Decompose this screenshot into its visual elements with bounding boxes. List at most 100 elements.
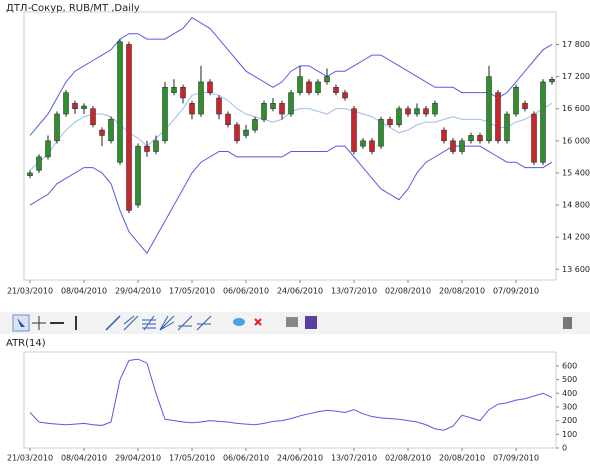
delete-tool[interactable] <box>254 318 262 326</box>
candle-body <box>81 105 87 109</box>
y-tick-label: 300 <box>562 402 577 411</box>
chart-title: ДТЛ-Сокур, RUB/MT ,Daily <box>6 3 140 14</box>
plot-frame <box>23 11 557 281</box>
x-tick-label: 20/08/2010 <box>439 454 485 463</box>
candle-body <box>180 87 186 99</box>
candle-body <box>288 92 294 115</box>
candle-body <box>126 44 132 211</box>
candle-body <box>243 129 249 136</box>
candle-body <box>54 113 60 142</box>
y-tick-label: 200 <box>562 416 577 425</box>
angle-tool[interactable] <box>177 315 193 331</box>
candle-body <box>396 108 402 125</box>
x-tick-label: 24/06/2010 <box>277 454 323 463</box>
cursor-icon <box>17 318 25 327</box>
candle-body <box>207 81 213 93</box>
candle-body <box>135 145 141 206</box>
x-tick-label: 08/04/2010 <box>61 287 107 296</box>
save-button[interactable] <box>305 316 317 329</box>
candle-body <box>297 76 303 93</box>
candle-body <box>27 172 33 176</box>
candle-body <box>315 81 321 93</box>
plot-frame <box>23 351 557 449</box>
y-tick-label: 500 <box>562 375 577 384</box>
toolbar <box>0 312 590 334</box>
candle-body <box>252 119 258 131</box>
x-tick-label: 29/04/2010 <box>115 454 161 463</box>
candle-body <box>144 145 150 152</box>
candle-body <box>117 41 123 163</box>
fib-tool[interactable] <box>142 315 156 331</box>
candle-body <box>450 140 456 152</box>
crosshair-tool[interactable] <box>32 316 46 330</box>
candle-body <box>261 103 267 120</box>
candle-body <box>378 119 384 147</box>
candle-body <box>414 108 420 115</box>
candle-body <box>387 119 393 125</box>
candle-body <box>459 140 465 152</box>
atr-line <box>29 358 553 431</box>
candle-body <box>468 135 474 142</box>
candle-body <box>171 87 177 93</box>
x-tick-label: 29/04/2010 <box>115 287 161 296</box>
x-tick-label: 13/07/2010 <box>331 454 377 463</box>
candle-body <box>234 124 240 142</box>
x-tick-label: 07/09/2010 <box>493 454 539 463</box>
candle-body <box>369 140 375 152</box>
candle-body <box>306 81 312 93</box>
candle-body <box>441 129 447 142</box>
comment-tool[interactable] <box>233 318 245 326</box>
candle-body <box>342 92 348 99</box>
print-button[interactable] <box>286 317 298 327</box>
y-tick-label: 100 <box>562 430 577 439</box>
candle-body <box>486 76 492 142</box>
candle-body <box>324 76 330 83</box>
candle-body <box>522 103 528 109</box>
x-tick-label: 17/05/2010 <box>169 287 215 296</box>
candle-body <box>531 113 537 163</box>
channel-tool[interactable] <box>123 315 139 331</box>
candle-body <box>36 156 42 171</box>
x-tick-label: 24/06/2010 <box>277 287 323 296</box>
trend-tool[interactable] <box>105 315 121 331</box>
y-tick-label: 14 800 <box>562 201 590 210</box>
candle-body <box>405 108 411 115</box>
candle-body <box>360 140 366 147</box>
candle-body <box>423 108 429 115</box>
candle-body <box>99 129 105 136</box>
y-tick-label: 600 <box>562 361 577 370</box>
candle-body <box>432 103 438 115</box>
x-tick-label: 20/08/2010 <box>439 287 485 296</box>
candle-body <box>513 87 519 115</box>
y-tick-label: 14 200 <box>562 233 590 242</box>
candle-body <box>540 81 546 163</box>
candle-body <box>279 103 285 115</box>
candle-body <box>549 78 555 83</box>
fan-tool[interactable] <box>159 315 175 331</box>
candle-body <box>189 103 195 115</box>
candle-body <box>72 103 78 109</box>
candle-body <box>108 119 114 142</box>
candle-body <box>162 87 168 142</box>
y-tick-label: 400 <box>562 389 577 398</box>
candle-body <box>90 108 96 125</box>
x-tick-label: 21/03/2010 <box>7 287 53 296</box>
candle-body <box>477 135 483 142</box>
trash-button[interactable] <box>563 317 572 329</box>
x-tick-label: 21/03/2010 <box>7 454 53 463</box>
candle-body <box>45 140 51 158</box>
candle-body <box>153 140 159 152</box>
candle-body <box>333 87 339 93</box>
y-tick-label: 13 600 <box>562 265 590 274</box>
x-tick-label: 08/04/2010 <box>61 454 107 463</box>
candle-body <box>216 97 222 115</box>
band-lower <box>29 145 553 255</box>
x-tick-label: 17/05/2010 <box>169 454 215 463</box>
candle-body <box>198 81 204 115</box>
x-tick-label: 13/07/2010 <box>331 287 377 296</box>
indicator-title: ATR(14) <box>6 338 46 349</box>
regression-tool[interactable] <box>196 315 212 331</box>
candle-body <box>63 92 69 115</box>
candle-body <box>351 108 357 152</box>
